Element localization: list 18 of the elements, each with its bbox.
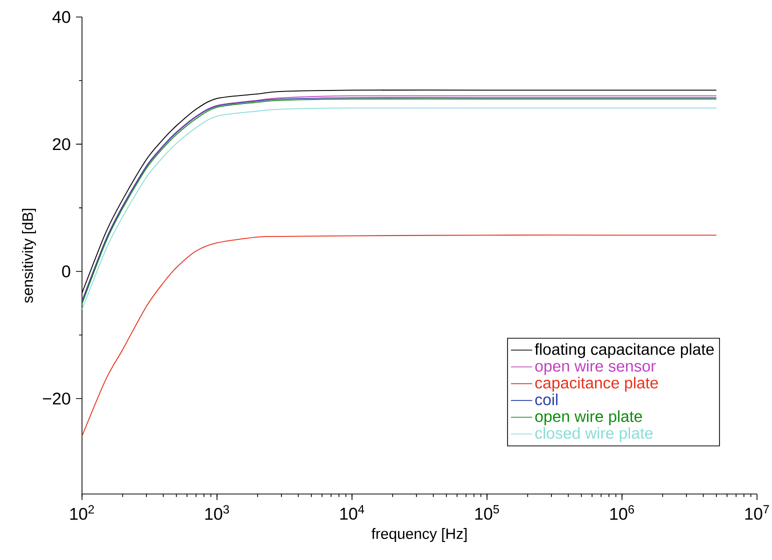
legend-label: capacitance plate <box>535 376 658 392</box>
legend-label: open wire plate <box>535 410 642 426</box>
legend-label: floating capacitance plate <box>534 343 714 358</box>
legend-label: open wire sensor <box>535 360 656 375</box>
x-axis-title: frequency [Hz] <box>372 528 467 542</box>
x-tick-label: 10$^{7}$ <box>745 505 769 520</box>
x-tick-label: 10$^{6}$ <box>610 505 634 520</box>
y-axis-title: sensitivity [dB] <box>22 208 36 303</box>
y-tick-label: 20 <box>52 138 70 150</box>
x-tick-label: 10$^{4}$ <box>340 505 364 520</box>
legend-label: coil <box>535 394 558 406</box>
y-tick-label: 40 <box>52 11 70 23</box>
x-tick-label: 10$^{5}$ <box>475 505 499 520</box>
y-tick-label: 0 <box>62 265 70 278</box>
x-tick-label: 10$^{3}$ <box>205 505 229 520</box>
legend-label: closed wire plate <box>535 427 653 442</box>
y-tick-label: −20 <box>42 392 70 405</box>
x-tick-label: 10$^{2}$ <box>70 505 94 520</box>
